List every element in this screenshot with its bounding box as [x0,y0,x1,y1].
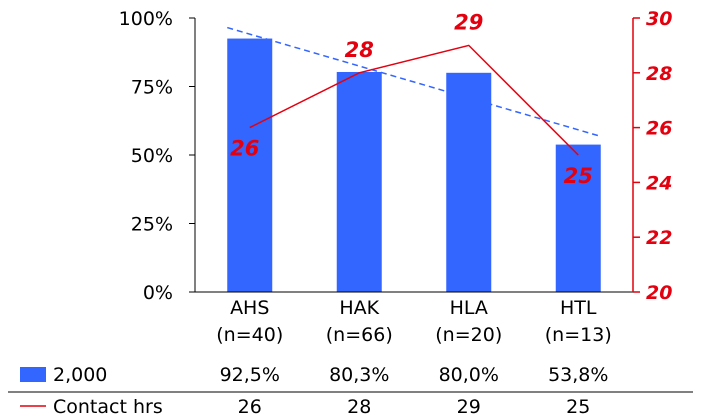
bar-hak [336,71,382,292]
bar-series [227,38,601,292]
right-axis-ticks: 20 22 24 26 28 30 [633,8,672,304]
table-cell-line: 26 [238,396,262,418]
legend-swatch-bar [20,367,46,382]
table-cell-bar: 92,5% [220,364,280,386]
point-label: 26 [230,137,259,161]
contact-hrs-line [249,44,579,156]
category-sublabel: (n=66) [326,324,393,346]
trendline [227,26,601,138]
table-cell-line: 29 [457,396,481,418]
legend-label-line: Contact hrs [53,396,163,418]
category-label: HTL [560,297,597,319]
point-label: 25 [564,164,593,188]
table-cell-bar: 53,8% [548,364,608,386]
table-cell-bar: 80,0% [439,364,499,386]
right-tick-label: 20 [646,282,672,304]
left-tick-label: 75% [131,77,173,99]
bar-ahs [227,38,273,292]
left-tick-label: 100% [119,8,173,30]
axes [194,18,634,293]
right-tick-label: 26 [646,118,672,140]
left-tick-label: 25% [131,214,173,236]
category-labels: AHS (n=40) HAK (n=66) HLA (n=20) HTL (n=13) [216,297,611,346]
bar-htl [555,144,601,292]
point-label: 28 [345,38,374,62]
category-sublabel: (n=20) [435,324,502,346]
right-tick-label: 28 [646,63,672,85]
bar-trendline [227,26,601,138]
table-cell-bar: 80,3% [329,364,389,386]
category-sublabel: (n=13) [545,324,612,346]
category-label: AHS [230,297,269,319]
category-sublabel: (n=40) [216,324,283,346]
left-axis-ticks: 0% 25% 50% 75% 100% [119,8,195,304]
data-table: 2,000 Contact hrs 92,5% 80,3% 80,0% 53,8% 26 28… [8,364,693,418]
line-point-labels: 26 28 29 25 [230,10,593,188]
point-label: 29 [454,10,483,34]
bar-hla [446,72,492,292]
legend-label-bar: 2,000 [53,364,107,386]
right-tick-label: 24 [646,172,672,194]
category-label: HLA [450,297,488,319]
left-tick-label: 50% [131,145,173,167]
table-cell-line: 28 [347,396,371,418]
line-series [249,44,579,156]
table-cell-line: 25 [566,396,590,418]
right-tick-label: 30 [646,8,672,30]
category-label: HAK [339,297,379,319]
right-tick-label: 22 [646,227,672,249]
left-tick-label: 0% [143,282,173,304]
